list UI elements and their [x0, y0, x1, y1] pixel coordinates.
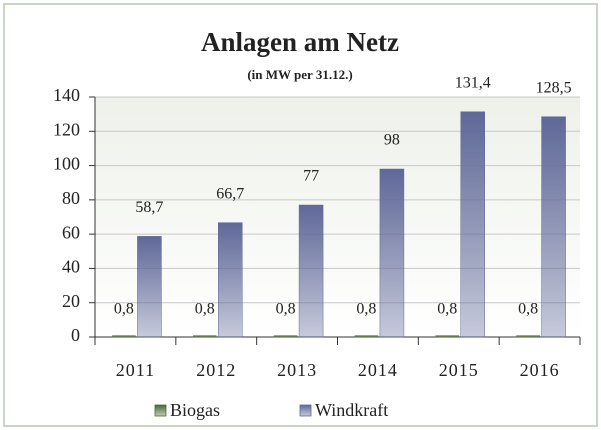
y-tick-label: 120 — [53, 119, 80, 139]
bar — [435, 335, 459, 338]
bar — [379, 168, 405, 338]
y-tick-label: 80 — [62, 188, 80, 208]
y-tick-label: 100 — [53, 154, 80, 174]
x-tick-label: 2013 — [277, 360, 317, 380]
data-label: 66,7 — [216, 185, 244, 202]
chart-title: Anlagen am Netz — [201, 27, 399, 57]
data-label: 98 — [384, 132, 400, 149]
x-tick-label: 2014 — [358, 360, 398, 380]
y-tick-label: 20 — [62, 291, 80, 311]
x-tick-label: 2011 — [116, 360, 155, 380]
x-tick-label: 2012 — [196, 360, 236, 380]
x-tick-label: 2016 — [520, 360, 560, 380]
bar — [541, 116, 566, 338]
y-tick-label: 60 — [62, 222, 80, 242]
y-tick-label: 140 — [53, 85, 80, 105]
plot-area — [95, 97, 580, 337]
data-label: 128,5 — [536, 79, 572, 96]
data-label: 0,8 — [437, 301, 457, 318]
data-label: 58,7 — [135, 199, 163, 216]
legend-label: Biogas — [170, 400, 220, 420]
bar — [354, 335, 379, 338]
data-label: 0,8 — [114, 301, 134, 318]
y-tick-label: 0 — [71, 325, 80, 345]
bar — [193, 335, 217, 338]
legend-swatch — [154, 404, 167, 417]
data-label: 0,8 — [195, 301, 215, 318]
data-label: 131,4 — [455, 74, 491, 91]
bar — [218, 222, 243, 338]
bar — [516, 335, 540, 338]
bar — [273, 335, 298, 338]
data-label: 0,8 — [356, 301, 376, 318]
bar — [112, 335, 136, 338]
data-label: 0,8 — [518, 301, 538, 318]
y-tick-label: 40 — [62, 257, 80, 277]
legend-label: Windkraft — [315, 400, 388, 420]
bar — [137, 236, 162, 338]
chart-subtitle: (in MW per 31.12.) — [247, 67, 352, 82]
data-label: 0,8 — [276, 301, 296, 318]
legend-swatch — [299, 404, 312, 417]
bar — [460, 111, 485, 338]
x-tick-label: 2015 — [439, 360, 479, 380]
bar — [298, 204, 324, 338]
data-label: 77 — [303, 168, 319, 185]
